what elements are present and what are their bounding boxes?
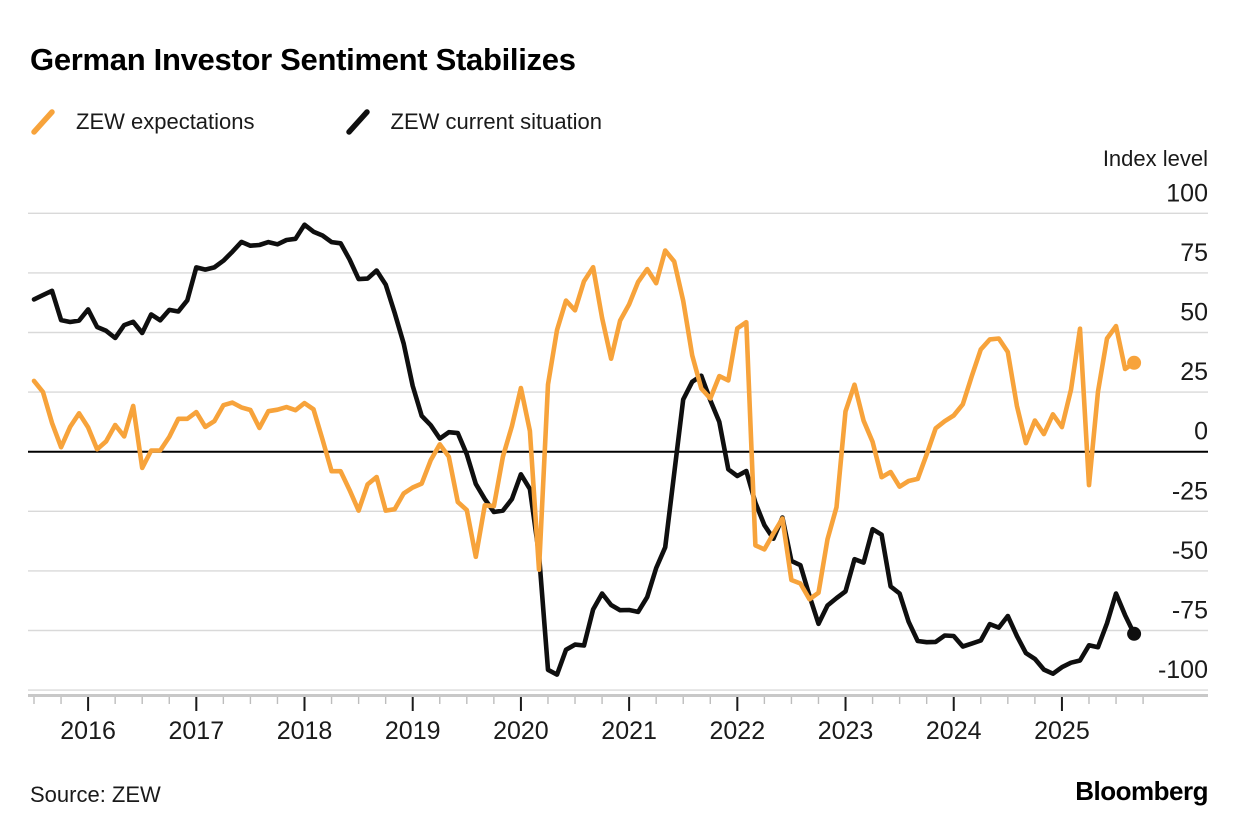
legend-item-expectations: ZEW expectations: [30, 108, 255, 136]
legend-label-current-situation: ZEW current situation: [390, 109, 603, 134]
current-situation-end-dot: [1127, 626, 1142, 641]
x-tick-label: 2016: [60, 717, 116, 745]
x-tick-label: 2024: [926, 717, 982, 745]
current-situation-line-swatch-icon: [345, 109, 370, 135]
current-situation-line: [31, 222, 1137, 677]
bloomberg-logo: Bloomberg: [1075, 776, 1208, 806]
x-tick-label: 2017: [168, 717, 224, 745]
expectations-line-swatch-icon: [31, 109, 55, 135]
x-tick-label: 2025: [1034, 717, 1090, 745]
y-tick-label: 75: [1180, 239, 1208, 267]
source-note: Source: ZEW: [30, 782, 161, 807]
chart-title: German Investor Sentiment Stabilizes: [30, 42, 576, 77]
y-tick-label: 0: [1194, 418, 1208, 446]
x-tick-label: 2023: [818, 717, 874, 745]
y-tick-label: 100: [1166, 179, 1208, 207]
y-axis-unit-label: Index level: [1102, 146, 1208, 171]
x-tick-label: 2019: [385, 717, 441, 745]
y-tick-label: -50: [1172, 537, 1208, 565]
x-tick-label: 2021: [601, 717, 657, 745]
legend-label-expectations: ZEW expectations: [76, 109, 255, 134]
x-tick-label: 2020: [493, 717, 549, 745]
legend-item-current-situation: ZEW current situation: [345, 108, 603, 136]
y-tick-label: -75: [1172, 597, 1208, 625]
expectations-end-dot: [1127, 355, 1142, 370]
y-tick-label: 50: [1180, 299, 1208, 327]
expectations-line: [31, 248, 1137, 602]
y-tick-label: -100: [1158, 656, 1208, 684]
y-tick-label: 25: [1180, 358, 1208, 386]
y-tick-label: -25: [1172, 477, 1208, 505]
x-tick-label: 2018: [277, 717, 333, 745]
legend: ZEW expectations ZEW current situation: [30, 104, 602, 140]
x-tick-label: 2022: [710, 717, 766, 745]
